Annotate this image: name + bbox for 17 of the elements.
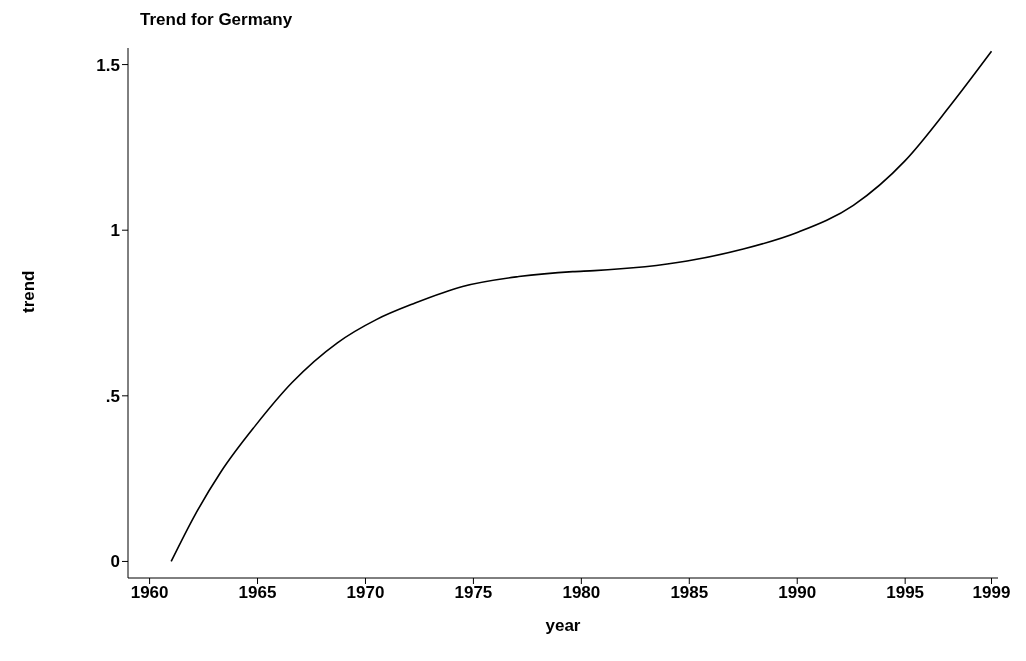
x-tick-label: 1960 xyxy=(130,583,169,603)
x-tick-label: 1999 xyxy=(972,583,1011,603)
x-tick-label: 1990 xyxy=(778,583,817,603)
x-tick-label: 1995 xyxy=(886,583,925,603)
y-tick-label: 0 xyxy=(110,552,120,572)
y-tick-label: 1.5 xyxy=(96,55,120,75)
x-tick-label: 1975 xyxy=(454,583,493,603)
line-series xyxy=(170,50,993,563)
chart-title: Trend for Germany xyxy=(140,10,293,30)
x-tick-label: 1980 xyxy=(562,583,601,603)
x-tick-label: 1970 xyxy=(346,583,385,603)
y-tick-label: .5 xyxy=(105,386,120,406)
y-tick-label: 1 xyxy=(110,221,120,241)
x-tick-label: 1965 xyxy=(238,583,277,603)
x-axis-title: year xyxy=(545,616,581,635)
x-tick-label: 1985 xyxy=(670,583,709,603)
y-axis-title: trend xyxy=(19,270,39,313)
